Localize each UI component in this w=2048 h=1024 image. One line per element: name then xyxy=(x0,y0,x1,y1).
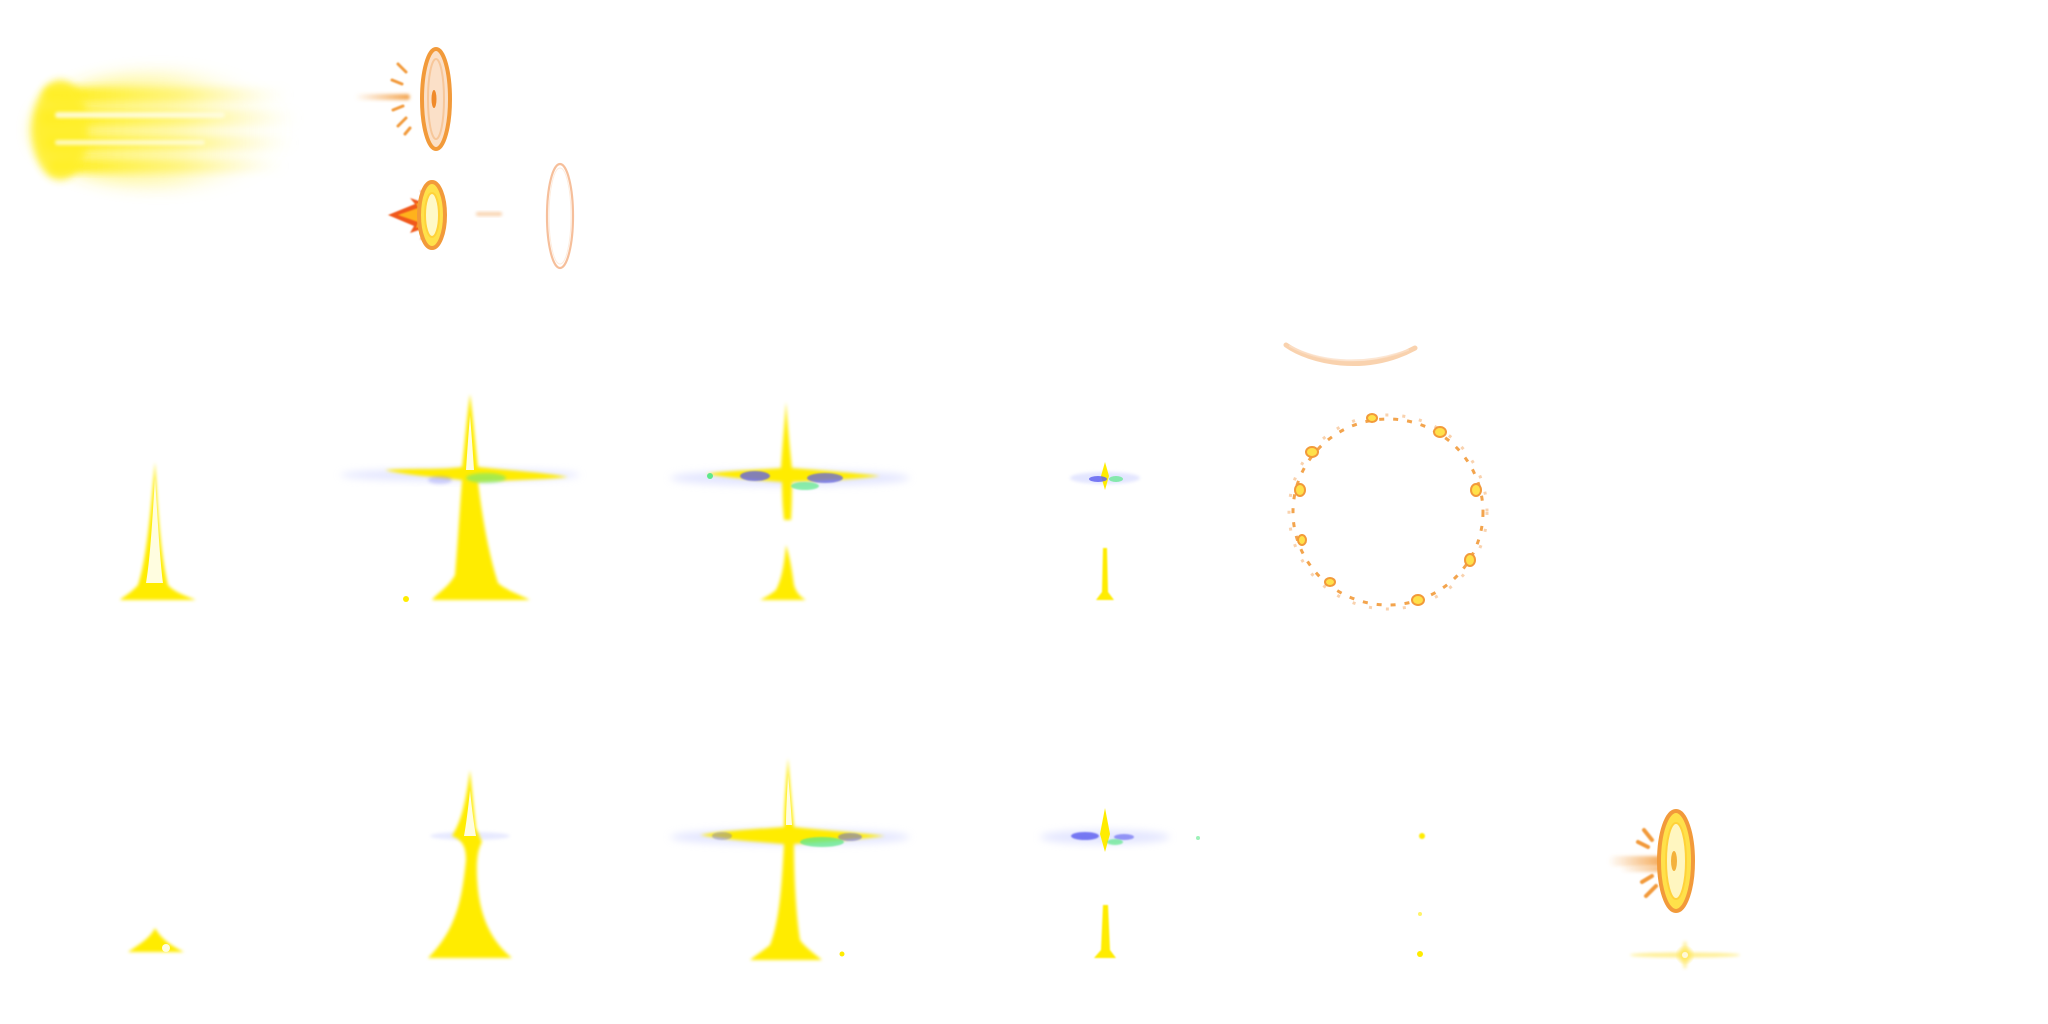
lightning-cross-sprite-1 xyxy=(340,394,580,602)
charged-ring-sprite xyxy=(355,47,452,151)
lightning-trace-sprite xyxy=(1417,833,1425,957)
comet-trail-sprite xyxy=(32,75,300,185)
lightning-cross-sprite-3 xyxy=(670,758,910,960)
orange-arc-sprite xyxy=(1283,342,1418,367)
lightning-fade-sprite-2 xyxy=(1040,808,1200,958)
fire-burst-ring-sprite xyxy=(388,180,447,250)
small-starburst-sprite xyxy=(1630,941,1740,969)
faint-ring-sprite xyxy=(545,162,575,270)
lightning-stub-sprite xyxy=(128,928,184,952)
dotted-ring-sprite xyxy=(1287,413,1489,611)
charged-ring-sprite-2 xyxy=(1608,809,1695,913)
lightning-pillar-sprite-1 xyxy=(120,462,196,600)
spark-dot-sprite xyxy=(476,212,502,216)
lightning-rise-sprite xyxy=(428,770,512,958)
lightning-cross-sprite-2 xyxy=(670,402,910,600)
lightning-fade-sprite-1 xyxy=(1070,462,1140,600)
